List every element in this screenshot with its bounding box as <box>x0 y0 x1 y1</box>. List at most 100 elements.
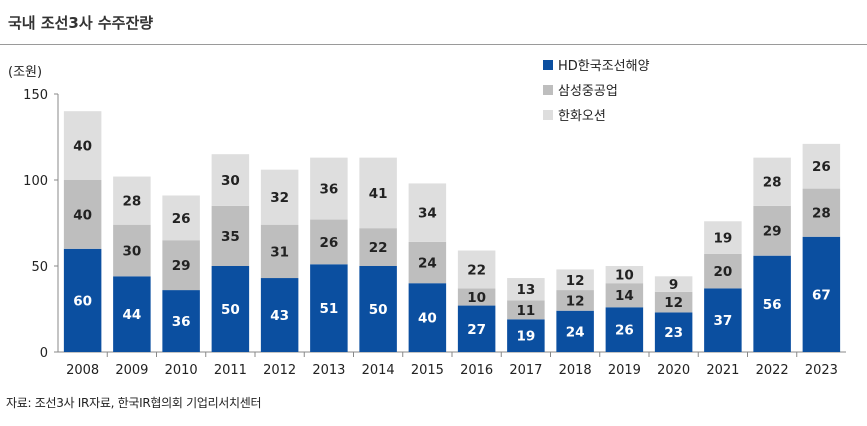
bar-value-label: 60 <box>73 293 92 309</box>
bar-value-label: 24 <box>566 324 585 340</box>
bar-segment <box>507 300 545 320</box>
bar-segment <box>63 248 102 352</box>
title-divider <box>0 44 867 45</box>
bar-value-label: 36 <box>172 314 191 330</box>
bar-value-label: 44 <box>122 307 141 323</box>
legend-swatch <box>543 110 553 120</box>
bar-segment <box>260 224 299 279</box>
bar-segment <box>63 180 102 249</box>
bar-value-label: 26 <box>319 235 338 251</box>
y-tick-label: 50 <box>31 260 48 275</box>
bar-segment <box>310 219 348 265</box>
bar-value-label: 35 <box>221 229 240 245</box>
bar-value-label: 56 <box>763 297 782 313</box>
bar-value-label: 13 <box>516 282 535 298</box>
bar-segment <box>260 278 299 352</box>
bar-value-label: 32 <box>270 190 289 206</box>
bar-segment <box>704 253 742 289</box>
bar-value-label: 19 <box>516 329 535 345</box>
bar-value-label: 28 <box>122 194 141 210</box>
legend-label: 한화오션 <box>558 109 606 124</box>
bar-value-label: 14 <box>615 288 634 304</box>
bar-value-label: 67 <box>812 287 831 303</box>
bar-segment <box>113 176 151 225</box>
bar-segment <box>408 241 447 284</box>
bar-value-label: 22 <box>467 262 486 278</box>
x-tick-label: 2011 <box>214 363 247 378</box>
bar-value-label: 10 <box>467 290 486 306</box>
bar-segment <box>359 228 397 266</box>
x-tick-label: 2015 <box>411 363 444 378</box>
bar-value-label: 20 <box>713 264 732 280</box>
bar-value-label: 29 <box>172 258 191 274</box>
bar-value-label: 40 <box>73 207 92 223</box>
bar-value-label: 34 <box>418 206 437 222</box>
bar-segment <box>556 290 594 311</box>
x-tick-label: 2023 <box>805 363 838 378</box>
bar-value-label: 41 <box>369 186 388 202</box>
x-tick-label: 2020 <box>657 363 690 378</box>
bar-value-label: 30 <box>221 173 240 189</box>
bar-segment <box>753 157 791 206</box>
chart-title: 국내 조선3사 수주잔량 <box>8 14 154 32</box>
bar-value-label: 50 <box>369 302 388 318</box>
x-tick-label: 2017 <box>509 363 542 378</box>
x-tick-label: 2008 <box>66 363 99 378</box>
bar-segment <box>260 169 299 225</box>
bar-segment <box>556 310 594 352</box>
x-tick-label: 2018 <box>559 363 592 378</box>
bar-segment <box>507 319 545 352</box>
bar-value-label: 43 <box>270 308 289 324</box>
bar-segment <box>162 290 200 352</box>
bar-value-label: 51 <box>319 301 338 317</box>
bar-value-label: 12 <box>566 293 585 309</box>
bar-value-label: 50 <box>221 302 240 318</box>
x-tick-label: 2019 <box>608 363 641 378</box>
bar-value-label: 28 <box>812 206 831 222</box>
bar-value-label: 12 <box>566 273 585 289</box>
y-tick-label: 100 <box>23 174 48 189</box>
bar-segment <box>113 224 151 277</box>
bar-segment <box>408 283 447 352</box>
bar-segment <box>408 183 447 242</box>
bar-segment <box>704 288 742 352</box>
bar-segment <box>605 283 644 308</box>
x-tick-label: 2012 <box>263 363 296 378</box>
source-note: 자료: 조선3사 IR자료, 한국IR협의회 기업리서치센터 <box>6 396 262 410</box>
y-tick-label: 150 <box>23 88 48 103</box>
bar-segment <box>704 221 742 254</box>
bar-segment <box>457 250 496 289</box>
bar-value-label: 26 <box>615 323 634 339</box>
bar-segment <box>802 143 841 189</box>
legend-label: HD한국조선해양 <box>558 59 650 74</box>
bar-segment <box>654 276 693 292</box>
bar-segment <box>211 154 250 206</box>
bar-value-label: 40 <box>73 139 92 155</box>
bar-segment <box>310 264 348 352</box>
bar-value-label: 29 <box>763 224 782 240</box>
bar-value-label: 22 <box>369 240 388 256</box>
bar-segment <box>359 157 397 229</box>
bar-value-label: 12 <box>664 295 683 311</box>
x-tick-label: 2016 <box>460 363 493 378</box>
bar-segment <box>654 291 693 313</box>
x-tick-label: 2010 <box>165 363 198 378</box>
bar-segment <box>753 255 791 352</box>
bar-segment <box>310 157 348 220</box>
bar-segment <box>507 278 545 301</box>
bar-value-label: 40 <box>418 311 437 327</box>
bar-value-label: 31 <box>270 244 289 260</box>
bar-value-label: 28 <box>763 175 782 191</box>
bar-segment <box>654 312 693 352</box>
y-axis-unit-label: (조원) <box>8 65 42 80</box>
bar-value-label: 30 <box>122 244 141 260</box>
bar-segment <box>162 240 200 291</box>
x-tick-label: 2014 <box>362 363 395 378</box>
bar-segment <box>605 307 644 352</box>
bar-value-label: 23 <box>664 325 683 341</box>
bar-value-label: 11 <box>516 303 535 319</box>
bar-value-label: 26 <box>812 159 831 175</box>
bar-value-label: 10 <box>615 268 634 284</box>
legend-swatch <box>543 60 553 70</box>
